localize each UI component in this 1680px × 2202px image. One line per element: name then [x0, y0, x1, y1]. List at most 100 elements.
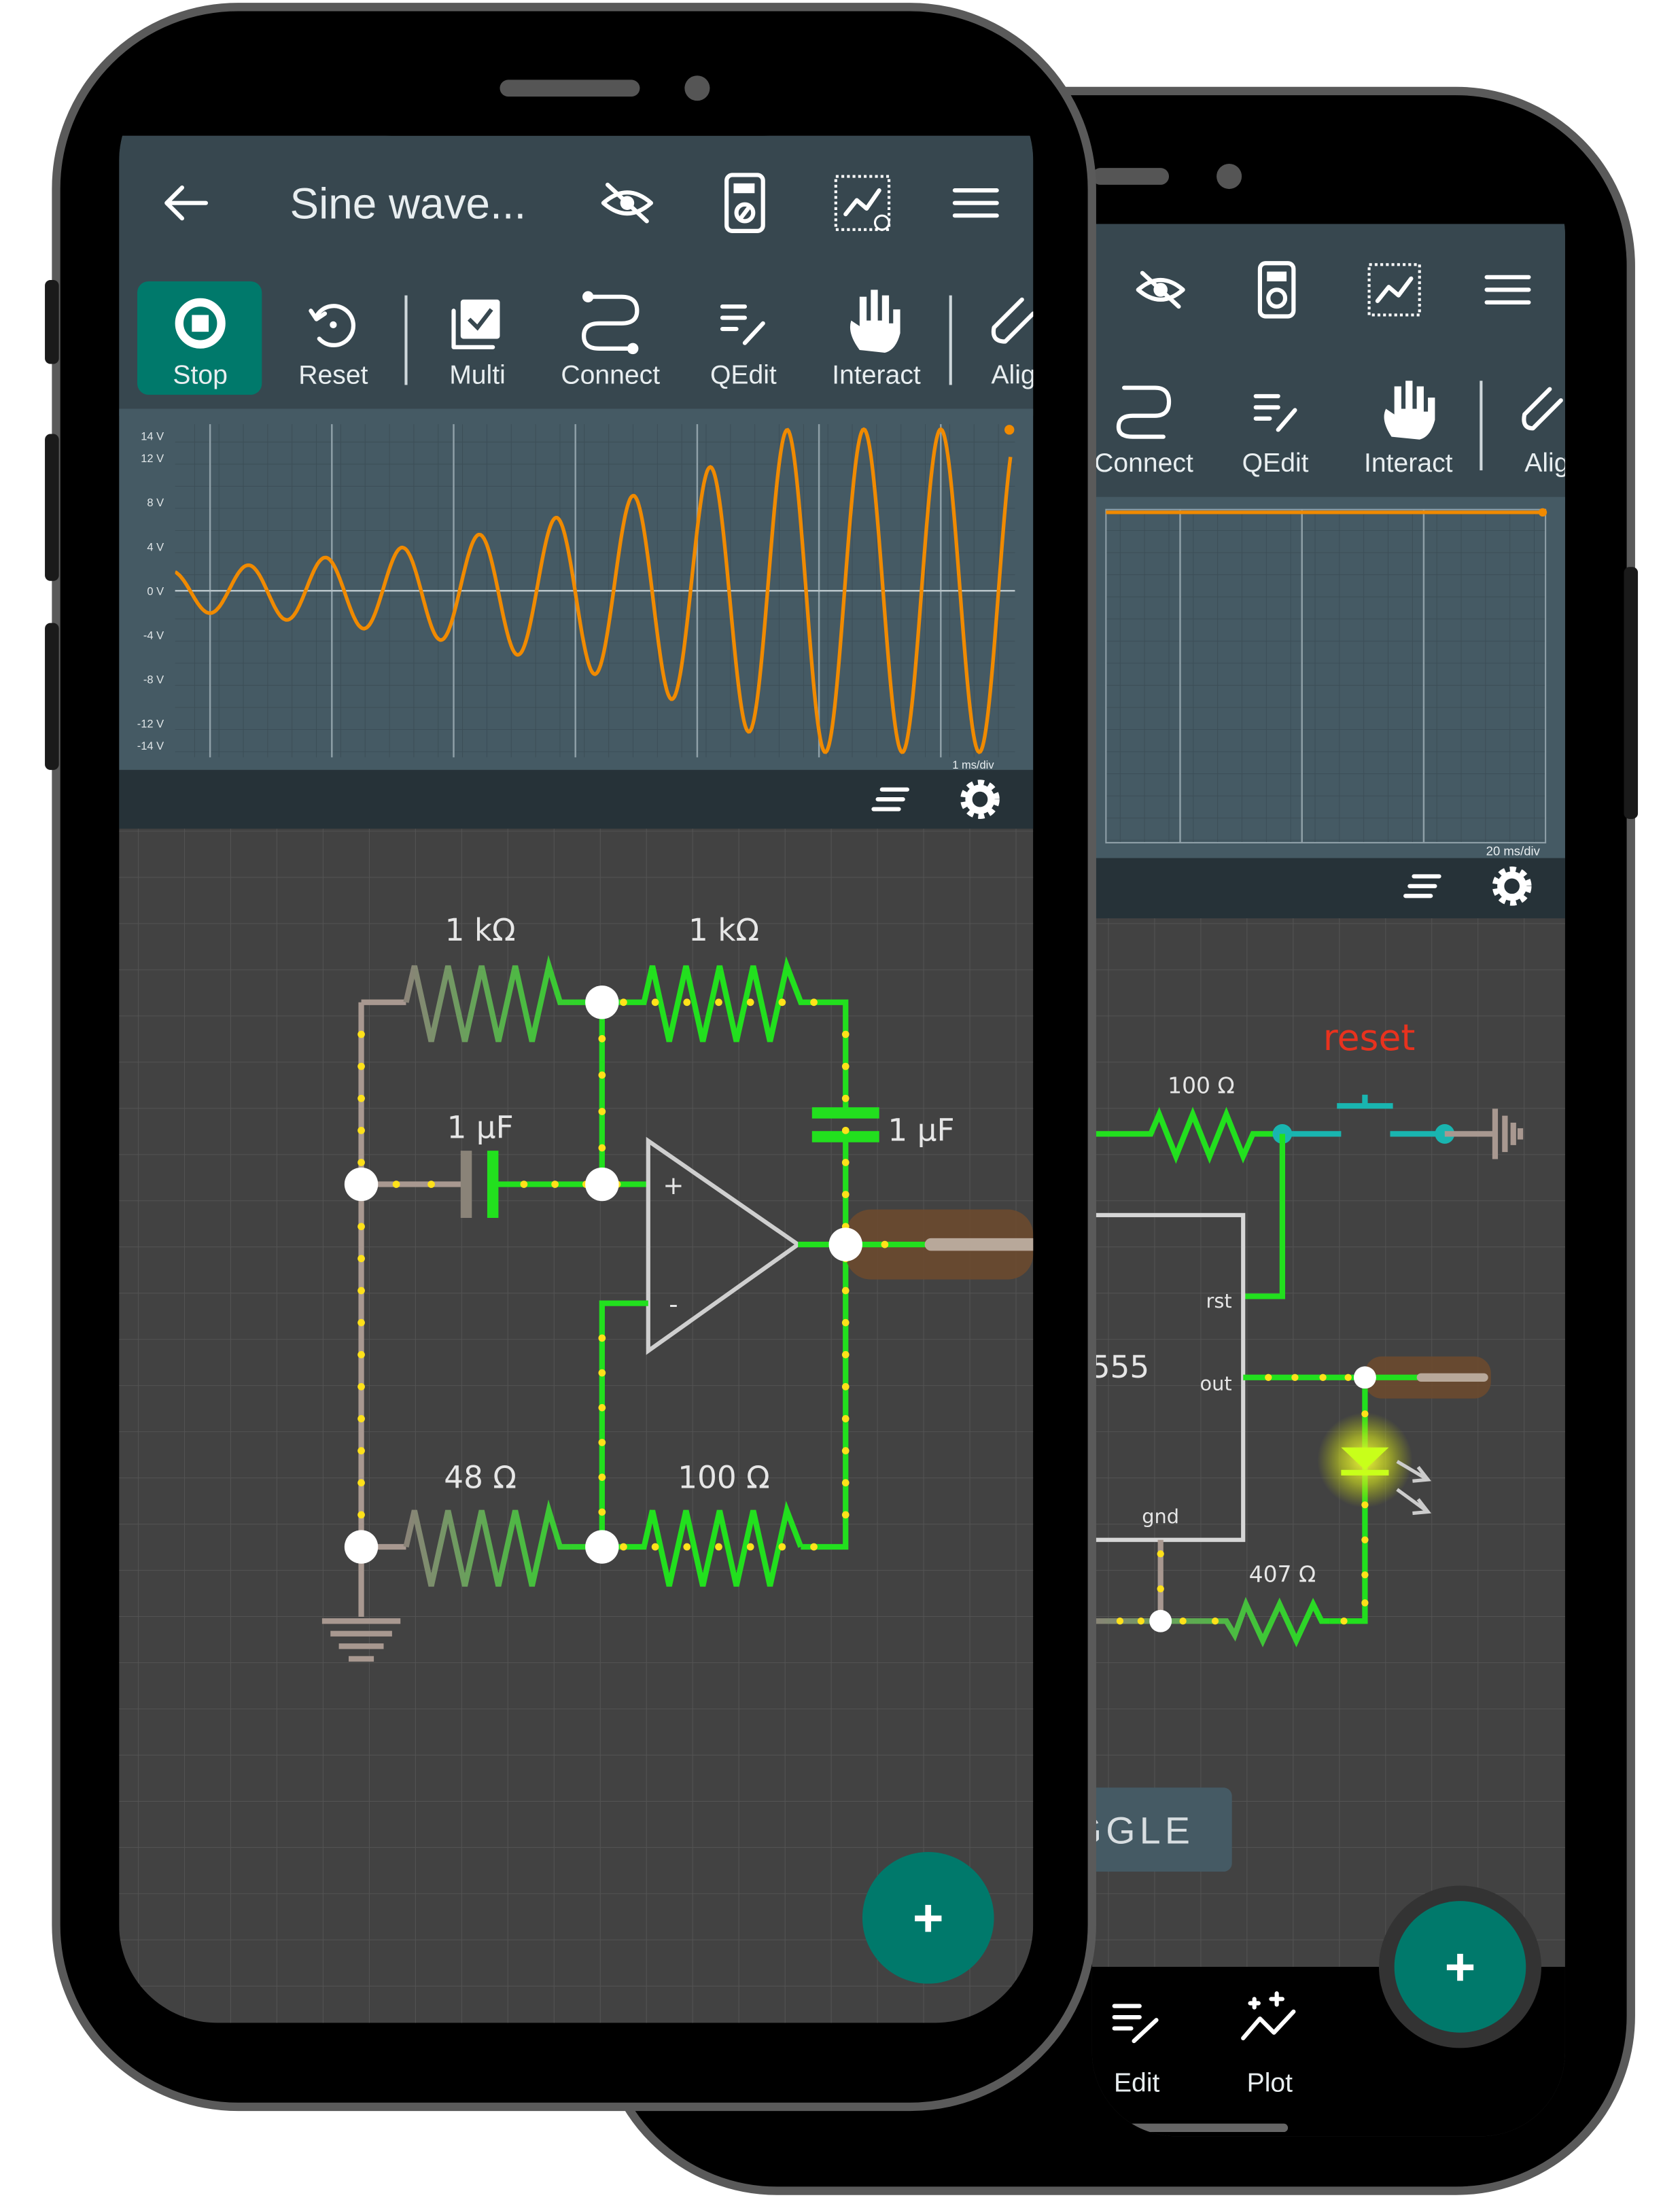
current-dot — [881, 1240, 889, 1248]
y-tick-label: 8 V — [147, 497, 164, 509]
current-dot — [598, 1403, 606, 1412]
current-dot — [778, 1543, 786, 1551]
current-dot — [810, 998, 818, 1007]
scope-footer — [1091, 858, 1565, 919]
gear-icon[interactable] — [1492, 866, 1532, 906]
current-dot — [357, 1223, 365, 1231]
led[interactable] — [1317, 1412, 1432, 1516]
current-dot — [598, 1108, 606, 1115]
list-icon[interactable] — [871, 787, 909, 811]
current-dot — [683, 998, 691, 1007]
node[interactable] — [344, 1167, 379, 1202]
multimeter-icon[interactable] — [1257, 261, 1296, 319]
current-dot — [598, 1334, 606, 1342]
current-dot — [651, 998, 659, 1007]
connect-icon — [581, 294, 640, 351]
edit-icon — [1112, 2004, 1159, 2044]
resistor-407-ohm[interactable]: 407 Ω — [1091, 1561, 1330, 1647]
toolbar-item-align[interactable]: Alig — [1522, 387, 1569, 478]
resistor-bottom-right[interactable]: 100 Ω — [601, 1460, 804, 1587]
node[interactable] — [1353, 1366, 1376, 1389]
capacitor-left[interactable]: 1 µF — [447, 1110, 648, 1218]
scope-y-axis: 14 V 12 V 8 V 4 V 0 V -4 V -8 V -12 V -14 V — [137, 431, 164, 753]
resistor-bottom-left[interactable]: 48 Ω — [403, 1460, 602, 1587]
current-dot — [520, 1181, 528, 1188]
node[interactable] — [585, 1530, 619, 1564]
current-dot — [841, 1383, 850, 1391]
probe[interactable] — [845, 1209, 1034, 1280]
eye-off-icon[interactable] — [1136, 270, 1185, 309]
magnet-icon — [1522, 387, 1563, 431]
fab-add[interactable]: + — [1379, 1885, 1541, 2048]
resistor-100-ohm[interactable]: 100 Ω — [1091, 1072, 1282, 1164]
gear-icon[interactable] — [960, 780, 1000, 819]
hand-icon — [1384, 381, 1435, 440]
toolbar-item-reset[interactable]: Reset — [298, 304, 368, 389]
page-title: Sine wave... — [290, 179, 527, 228]
toggle-button[interactable]: GGLE — [1036, 1787, 1232, 1872]
y-tick-label: 14 V — [141, 431, 164, 443]
toolbar-item-connect[interactable]: Connect — [561, 291, 660, 389]
toolbar-item-qedit[interactable]: QEdit — [710, 304, 777, 389]
resistor-top-right[interactable]: 1 kΩ — [601, 912, 849, 1113]
stop-circle-icon — [175, 298, 226, 349]
pin-gnd: gnd — [1142, 1505, 1179, 1528]
reset-icon — [309, 304, 355, 347]
toolbar-item-multi[interactable]: Multi — [449, 299, 506, 390]
toolbar-label: QEdit — [710, 360, 777, 389]
toolbar-item-stop[interactable]: Stop — [137, 281, 262, 395]
fab-add[interactable]: + — [862, 1852, 994, 1984]
opamp-minus: - — [669, 1290, 678, 1319]
multimeter-icon[interactable] — [724, 173, 765, 233]
node[interactable] — [1149, 1609, 1172, 1632]
menu-icon[interactable] — [952, 188, 999, 218]
resistor-top-left[interactable]: 1 kΩ — [403, 912, 602, 1043]
y-tick-label: -14 V — [137, 740, 164, 752]
current-dot — [683, 1543, 691, 1551]
side-button — [1624, 567, 1639, 819]
current-dots — [1116, 1374, 1369, 1625]
menu-icon[interactable] — [1484, 275, 1531, 304]
nodes — [344, 985, 862, 1564]
circuit-canvas[interactable] — [119, 828, 1034, 2032]
resistor-label: 1 kΩ — [445, 912, 516, 948]
current-dot — [357, 1511, 365, 1519]
front-phone: Sine wave... Stop Reset Mul — [45, 3, 1096, 2112]
timebase-label: 1 ms/div — [952, 759, 994, 771]
current-dot — [841, 1126, 850, 1134]
toolbar-item-interact[interactable]: Interact — [1364, 381, 1453, 478]
current-dot — [357, 1030, 365, 1038]
y-tick-label: -8 V — [143, 674, 164, 686]
toolbar-item-align[interactable]: Alig — [991, 297, 1035, 390]
timebase-label: 20 ms/div — [1486, 844, 1541, 858]
op-amp[interactable]: + - — [646, 1136, 802, 1355]
side-button — [45, 623, 59, 770]
speaker — [1091, 168, 1170, 185]
node[interactable] — [585, 1167, 619, 1202]
multi-select-icon — [451, 309, 495, 349]
connect-icon — [1116, 385, 1172, 439]
toolbar-item-interact[interactable]: Interact — [832, 290, 921, 389]
node[interactable] — [344, 1530, 379, 1564]
eye-off-icon[interactable] — [601, 182, 654, 224]
current-dot — [841, 1479, 850, 1487]
current-dot — [620, 1543, 627, 1551]
toolbar-item-connect[interactable]: Connect — [1094, 385, 1193, 478]
resistor-label: 407 Ω — [1249, 1561, 1316, 1588]
toolbar-item-qedit[interactable]: QEdit — [1242, 394, 1309, 478]
arrow-left-icon[interactable] — [164, 185, 209, 221]
list-icon[interactable] — [1403, 874, 1441, 898]
plot-select-icon[interactable] — [1367, 263, 1421, 317]
nav-item-plot[interactable]: Plot — [1241, 1991, 1296, 2097]
plot-select-icon[interactable] — [834, 175, 891, 231]
toolbar-divider — [949, 295, 952, 385]
toolbar-label: Interact — [1364, 449, 1453, 478]
node[interactable] — [585, 985, 619, 1019]
magnet-icon — [991, 297, 1034, 344]
node[interactable] — [828, 1227, 862, 1261]
pin-rst: rst — [1206, 1289, 1232, 1312]
nav-item-edit[interactable]: Edit — [1112, 2004, 1160, 2098]
current-dot — [357, 1447, 365, 1454]
y-tick-label: 4 V — [147, 541, 164, 553]
hand-icon — [850, 290, 900, 353]
